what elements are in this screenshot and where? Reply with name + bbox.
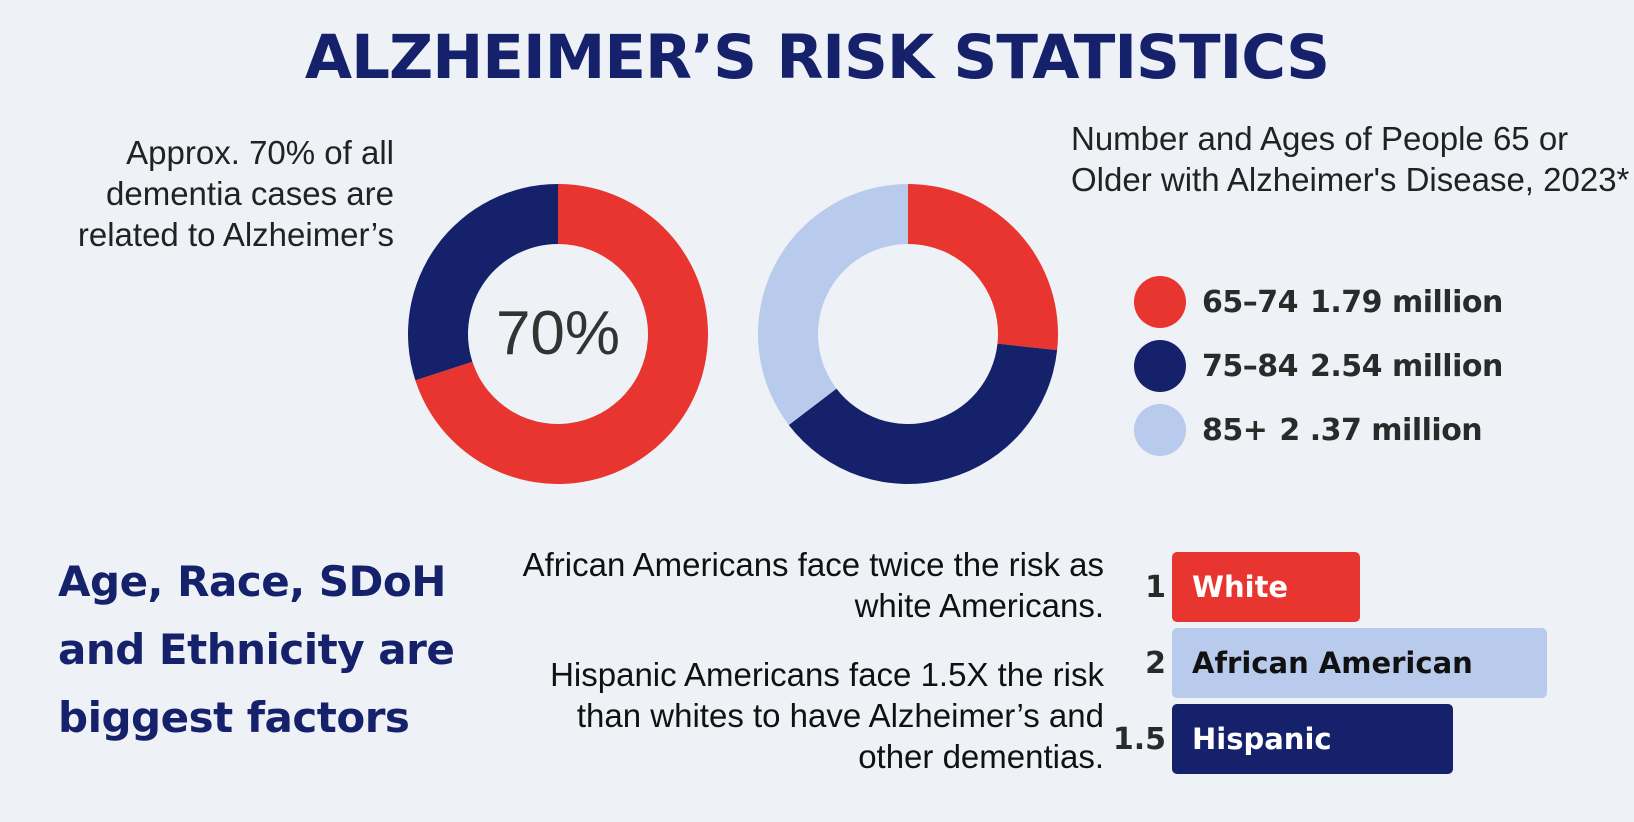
- hispanic-stat: Hispanic Americans face 1.5X the risk th…: [550, 656, 1104, 775]
- dementia-donut-chart: [408, 184, 708, 484]
- bar-value-label: 1: [1145, 569, 1166, 605]
- dementia-note: Approx. 70% of all dementia cases are re…: [77, 134, 394, 253]
- bar-value-label: 1.5: [1112, 721, 1166, 757]
- age-slice-0: [908, 184, 1058, 351]
- age-donut-chart: [758, 184, 1058, 484]
- legend-value-label: 2 .37 million: [1279, 412, 1483, 448]
- legend-age-label: 85+: [1202, 412, 1268, 448]
- bar-row: 2 African American: [1100, 628, 1547, 698]
- age-slice-2: [758, 184, 908, 425]
- page-title: ALZHEIMER’S RISK STATISTICS: [304, 22, 1330, 93]
- bar-white: White: [1172, 552, 1360, 622]
- legend-value-label: 1.79 million: [1310, 284, 1503, 320]
- legend-swatch: [1134, 340, 1186, 392]
- bar-hispanic: Hispanic: [1172, 704, 1454, 774]
- donut-center-label: 70%: [495, 299, 621, 368]
- age-legend: 65–74 1.79 million 75–84 2.54 million 85+ 2 .…: [1134, 276, 1503, 468]
- legend-swatch: [1134, 404, 1186, 456]
- legend-item: 75–84 2.54 million: [1134, 340, 1503, 392]
- bar-value-label: 2: [1145, 645, 1166, 681]
- bar-row: 1 White: [1100, 552, 1360, 622]
- legend-item: 65–74 1.79 million: [1134, 276, 1503, 328]
- age-chart-caption: Number and Ages of People 65 or Older wi…: [1071, 120, 1630, 198]
- age-slice-1: [788, 343, 1058, 484]
- legend-age-label: 65–74: [1202, 284, 1299, 320]
- dementia-slice-1: [408, 184, 558, 381]
- dementia-slice-0: [415, 184, 708, 484]
- legend-value-label: 2.54 million: [1310, 348, 1503, 384]
- african-american-stat: African Americans face twice the risk as…: [522, 546, 1104, 624]
- legend-item: 85+ 2 .37 million: [1134, 404, 1503, 456]
- bar-row: 1.5 Hispanic: [1100, 704, 1454, 774]
- legend-swatch: [1134, 276, 1186, 328]
- legend-age-label: 75–84: [1202, 348, 1299, 384]
- factors-heading: Age, Race, SDoH and Ethnicity are bigges…: [58, 557, 455, 742]
- bar-african-american: African American: [1172, 628, 1547, 698]
